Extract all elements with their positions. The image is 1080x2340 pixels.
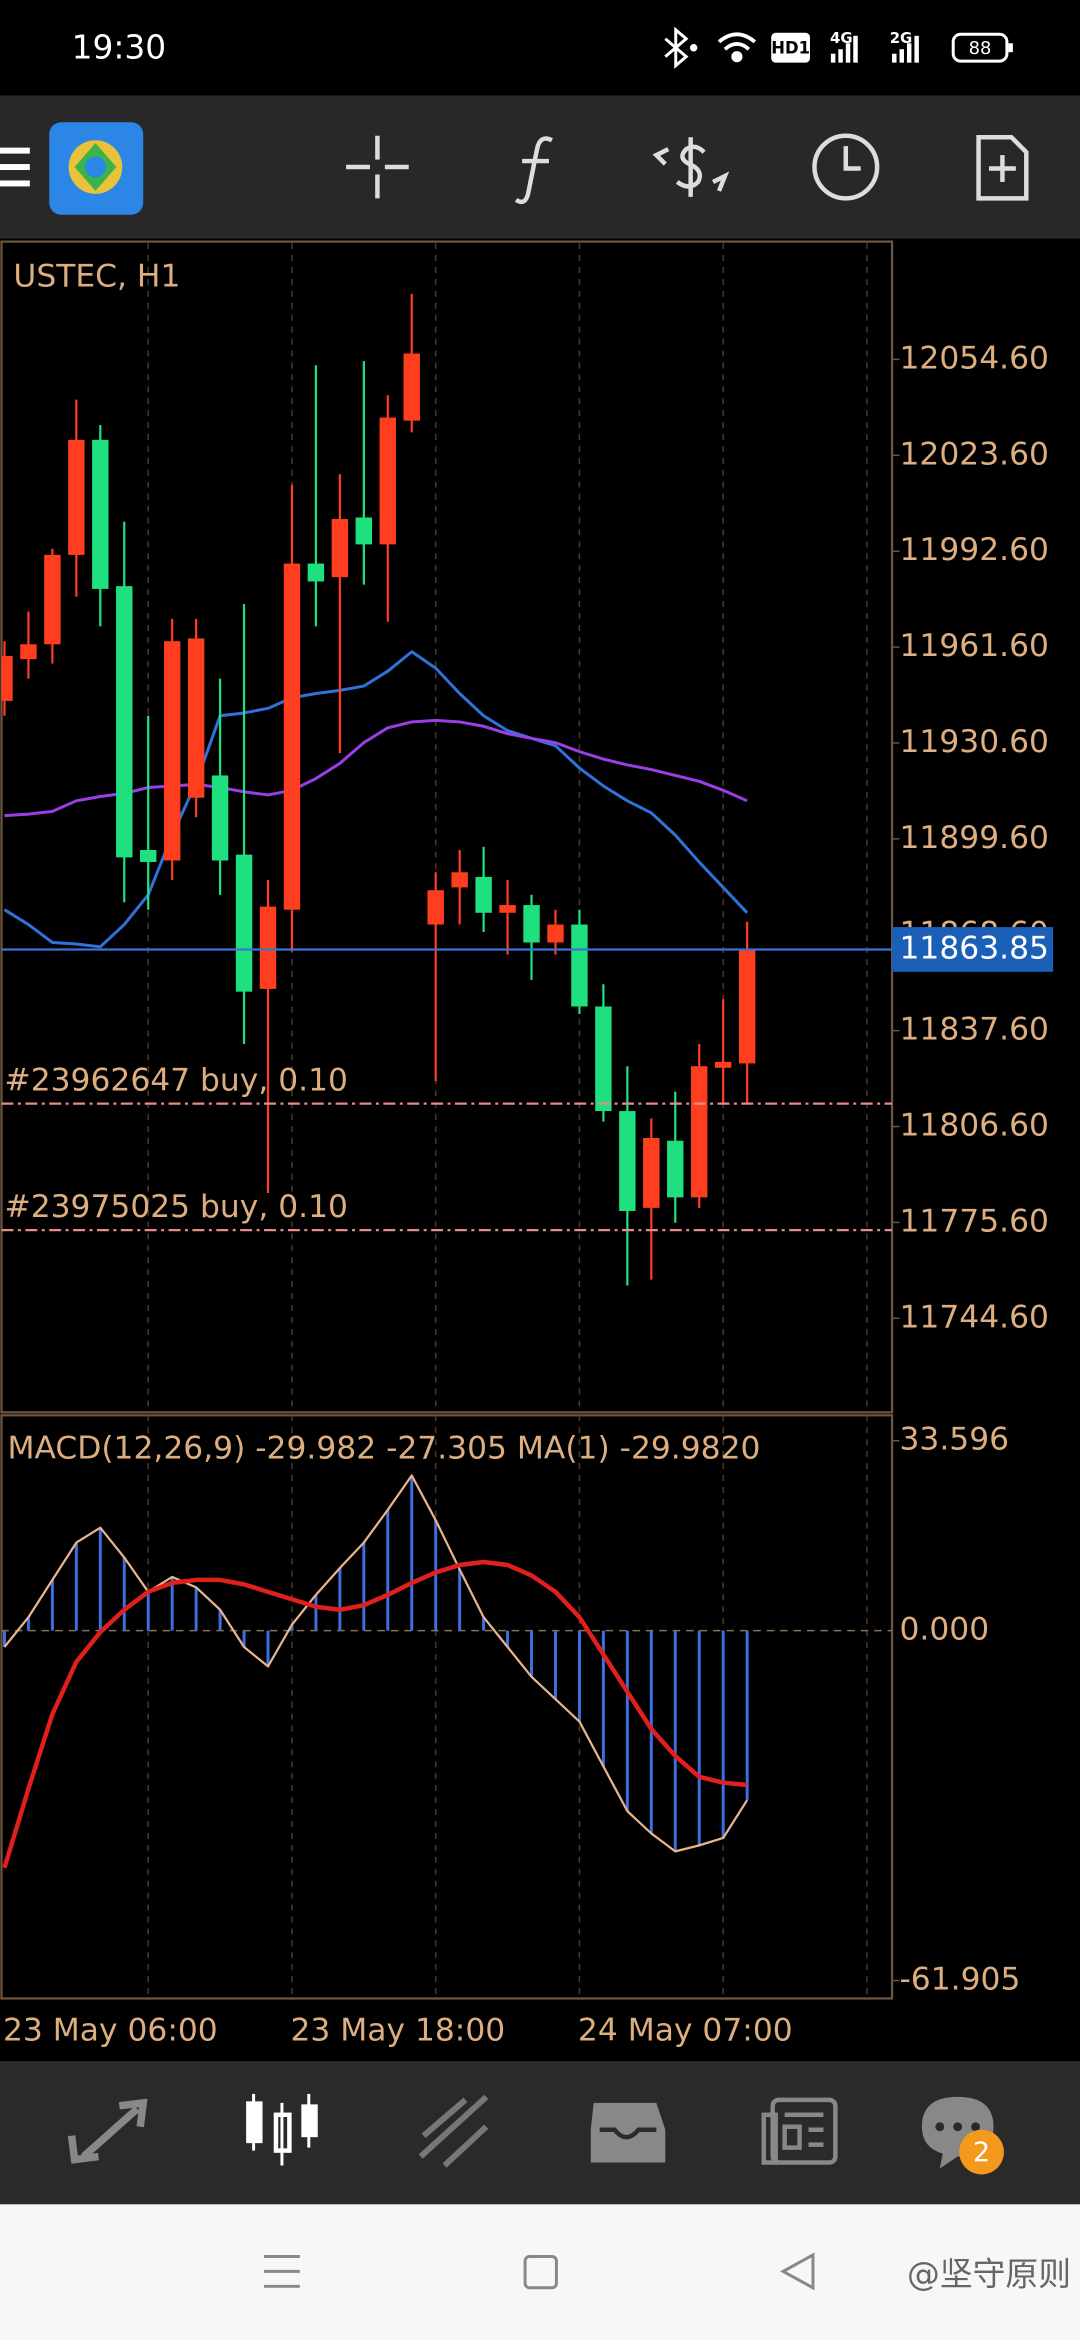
new-order-button[interactable]: [976, 134, 1029, 201]
history-button[interactable]: [812, 133, 880, 201]
network-label: HD1: [771, 39, 810, 58]
system-back-button[interactable]: [780, 2252, 815, 2291]
y-tick-label: 11930.60: [900, 724, 1049, 760]
y-tick-label: 11992.60: [900, 532, 1049, 568]
battery-tip: [1008, 43, 1013, 53]
x-tick-label: 23 May 06:00: [3, 2012, 218, 2048]
candle-body: [691, 1066, 708, 1198]
candle-body: [92, 439, 109, 589]
y-tick-label: 11806.60: [900, 1108, 1049, 1144]
candle-body: [738, 949, 756, 1064]
battery-icon: [951, 32, 1009, 63]
candle-body: [475, 876, 492, 913]
moving-average: [3, 650, 749, 949]
chart-title: USTEC, H1: [13, 258, 180, 294]
y-tick-label: 11837.60: [900, 1012, 1049, 1048]
candle-body: [1, 656, 13, 701]
y-tick-label: 33.596: [900, 1422, 1010, 1458]
candle-body: [619, 1111, 636, 1211]
candle-body: [523, 905, 540, 943]
candle-body: [163, 641, 181, 861]
candle-body: [643, 1137, 660, 1208]
order-label: #23975025 buy, 0.10: [4, 1189, 347, 1225]
wifi-icon: [717, 32, 756, 63]
candle-body: [427, 890, 444, 925]
candle-body: [140, 849, 157, 863]
trade-tab[interactable]: [418, 2094, 489, 2168]
app-logo[interactable]: [49, 122, 144, 215]
battery-level: 88: [969, 38, 992, 59]
candle-body: [451, 872, 468, 888]
hd-badge: [771, 32, 810, 63]
y-tick-label: 12054.60: [900, 340, 1049, 376]
price-plot: [1, 243, 893, 1413]
system-home-button[interactable]: [523, 2254, 558, 2290]
bluetooth-icon: [664, 26, 698, 69]
candle-body: [355, 517, 373, 545]
candle-body: [403, 353, 420, 421]
watermark: @坚守原则: [907, 2255, 1071, 2293]
candle-body: [235, 854, 253, 992]
y-tick-label: -61.905: [900, 1962, 1021, 1998]
menu-button[interactable]: [0, 147, 30, 187]
candle-body: [547, 924, 564, 943]
crosshair-button[interactable]: [346, 135, 409, 199]
candle-body: [379, 417, 396, 545]
signal-line: [2, 1559, 748, 1869]
candle-body: [571, 924, 588, 1007]
candle-body: [307, 563, 325, 582]
macd-plot: [1, 1415, 893, 1999]
news-tab[interactable]: [761, 2097, 838, 2165]
y-tick-label: 11961.60: [900, 628, 1049, 664]
candle-body: [187, 638, 205, 798]
y-tick-label: 11775.60: [900, 1203, 1049, 1239]
status-time: 19:30: [72, 29, 167, 67]
quotes-tab[interactable]: [67, 2098, 148, 2164]
x-tick-label: 23 May 18:00: [290, 2012, 505, 2048]
system-nav: [0, 2204, 1080, 2340]
chart-tab[interactable]: [246, 2093, 318, 2166]
bid-label: 11863.85: [900, 930, 1049, 966]
candle-body: [331, 519, 349, 578]
candle-body: [116, 586, 133, 858]
indicators-button[interactable]: [514, 136, 553, 205]
signal-icon: [830, 35, 858, 63]
candle-body: [667, 1140, 684, 1198]
bottom-nav: [0, 2061, 1080, 2205]
candle-body: [714, 1061, 732, 1068]
axes: USTEC, H1 12054.60 12023.60 11992.60 11961.6…: [3, 258, 1054, 2048]
y-tick-label: 12023.60: [900, 436, 1049, 472]
price-panel: [0, 240, 894, 1414]
candle-body: [595, 1006, 612, 1112]
chat-badge: 2: [973, 2137, 990, 2168]
macd-panel: [0, 1414, 894, 2000]
y-tick-label: 11899.60: [900, 820, 1049, 856]
signal-icon: [892, 35, 919, 63]
toolbar: [0, 95, 1080, 239]
y-tick-label: 11744.60: [900, 1299, 1049, 1335]
bid-label-box: [892, 927, 1054, 972]
network-label: 4G: [830, 29, 853, 47]
indicator-title: MACD(12,26,9) -29.982 -27.305 MA(1) -29.…: [7, 1431, 760, 1467]
system-menu-button[interactable]: [264, 2254, 300, 2288]
x-tick-label: 24 May 07:00: [578, 2012, 793, 2048]
y-tick-label: 0.000: [900, 1612, 990, 1648]
macd-line: [3, 1474, 749, 1853]
chat-tab[interactable]: [921, 2096, 1004, 2175]
order-label: #23962647 buy, 0.10: [4, 1062, 347, 1098]
network-label: 2G: [890, 29, 913, 47]
candle-body: [283, 563, 301, 910]
trade-button[interactable]: [652, 137, 730, 197]
candle-body: [211, 775, 229, 861]
candle-body: [259, 906, 277, 989]
history-tab[interactable]: [590, 2102, 666, 2163]
candle-body: [44, 554, 61, 645]
candle-body: [499, 905, 516, 913]
candle-body: [68, 439, 85, 555]
candle-body: [20, 644, 37, 660]
